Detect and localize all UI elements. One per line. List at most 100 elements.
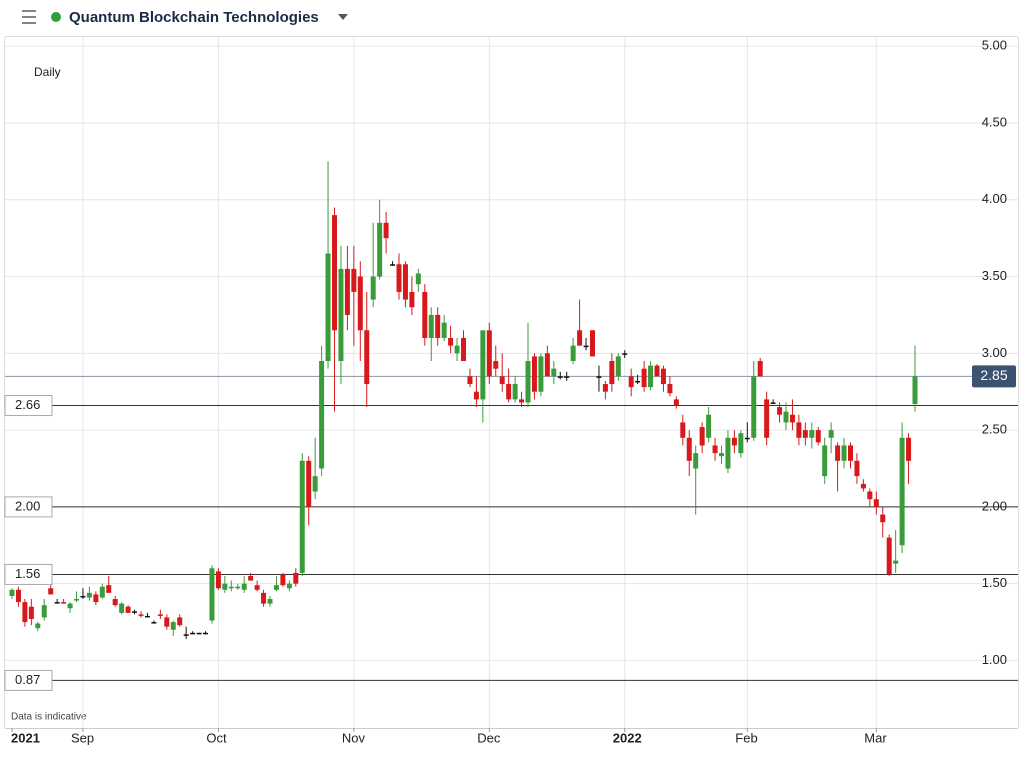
candle-body bbox=[144, 615, 150, 618]
candle-body bbox=[273, 585, 279, 590]
candle-body bbox=[9, 589, 15, 596]
level-label: 0.87 bbox=[15, 672, 40, 687]
candle-body bbox=[609, 361, 615, 385]
candles bbox=[9, 161, 918, 639]
candle-body bbox=[351, 268, 357, 292]
candle-body bbox=[867, 491, 873, 500]
candle-body bbox=[448, 337, 454, 346]
candle-body bbox=[783, 411, 789, 423]
candle-body bbox=[706, 414, 712, 438]
candle-body bbox=[41, 605, 47, 618]
candle-body bbox=[215, 571, 221, 589]
candle-body bbox=[48, 588, 54, 595]
dropdown-caret[interactable] bbox=[338, 14, 348, 20]
y-tick-label: 4.50 bbox=[982, 114, 1007, 129]
candle-body bbox=[841, 445, 847, 461]
candle-body bbox=[680, 422, 686, 438]
candle-body bbox=[157, 614, 163, 616]
candle-body bbox=[570, 345, 576, 362]
menu-icon[interactable] bbox=[22, 10, 36, 24]
candle-body bbox=[525, 361, 531, 403]
candle-body bbox=[777, 407, 783, 415]
candle-body bbox=[209, 568, 215, 621]
candle-body bbox=[74, 599, 79, 601]
last-price-box bbox=[972, 365, 1016, 388]
y-tick-label: 2.50 bbox=[982, 422, 1007, 437]
levels: 2.66 2.00 1.56 0.87 bbox=[4, 375, 1018, 691]
candle-body bbox=[660, 368, 666, 385]
candle-body bbox=[86, 592, 92, 598]
candle-body bbox=[170, 622, 176, 630]
chart-title: Quantum Blockchain Technologies bbox=[69, 9, 319, 26]
candle-body bbox=[390, 264, 396, 266]
x-tick-label: Nov bbox=[342, 730, 366, 745]
candle-body bbox=[486, 330, 492, 377]
candle-body bbox=[712, 445, 718, 454]
candle-body bbox=[822, 445, 828, 477]
y-tick-label: 2.00 bbox=[982, 498, 1007, 513]
candle-body bbox=[596, 376, 602, 378]
candle-body bbox=[286, 583, 292, 589]
x-tick-label: Sep bbox=[71, 730, 94, 745]
candle-body bbox=[731, 437, 737, 446]
y-tick-label: 5.00 bbox=[982, 38, 1007, 53]
candle-body bbox=[357, 276, 363, 331]
candle-body bbox=[802, 430, 808, 438]
candle-body bbox=[338, 268, 344, 362]
candle-body bbox=[409, 291, 415, 308]
candle-body bbox=[435, 314, 441, 338]
candle-body bbox=[493, 361, 499, 369]
candle-body bbox=[377, 222, 383, 277]
candle-body bbox=[467, 376, 473, 385]
x-tick-label: Mar bbox=[864, 730, 887, 745]
candle-body bbox=[306, 460, 312, 507]
candle-body bbox=[461, 337, 466, 362]
interval-label: Daily bbox=[34, 65, 61, 79]
candle-body bbox=[893, 560, 899, 564]
level-box bbox=[4, 496, 53, 518]
candle-body bbox=[635, 380, 641, 383]
candle-body bbox=[164, 617, 170, 627]
candle-body bbox=[402, 264, 408, 300]
candle-body bbox=[557, 376, 563, 378]
candle-body bbox=[106, 585, 112, 593]
footnote: Data is indicative bbox=[11, 712, 87, 723]
candle-body bbox=[648, 365, 654, 388]
candle-body bbox=[757, 361, 763, 377]
x-tick-label: 2022 bbox=[613, 730, 642, 745]
candle-body bbox=[228, 586, 234, 589]
candle-body bbox=[428, 314, 434, 338]
candle-body bbox=[809, 430, 815, 438]
x-tick-label: Feb bbox=[735, 730, 757, 745]
candle-body bbox=[622, 353, 628, 355]
x-tick-label: Dec bbox=[477, 730, 501, 745]
last-price-label: 2.85 bbox=[980, 367, 1007, 383]
level-box bbox=[4, 395, 53, 417]
candle-body bbox=[880, 514, 886, 523]
candle-body bbox=[835, 445, 841, 461]
x-tick-label: 2021 bbox=[11, 730, 40, 745]
candle-body bbox=[312, 476, 318, 492]
candle-body bbox=[654, 365, 660, 377]
candle-body bbox=[248, 575, 254, 581]
candle-body bbox=[344, 268, 350, 315]
candle-body bbox=[667, 384, 673, 394]
candle-body bbox=[80, 595, 86, 598]
candle-body bbox=[196, 632, 202, 635]
candle-body bbox=[190, 632, 196, 635]
candle-body bbox=[132, 611, 138, 613]
candle-body bbox=[441, 322, 447, 338]
level-label: 2.66 bbox=[15, 397, 40, 412]
candle-body bbox=[899, 437, 905, 546]
candle-body bbox=[422, 291, 428, 338]
candle-body bbox=[28, 606, 34, 619]
candle-body bbox=[203, 632, 208, 635]
candle-body bbox=[906, 437, 912, 461]
candle-body bbox=[719, 453, 724, 457]
candle-body bbox=[506, 384, 512, 400]
candle-body bbox=[280, 574, 286, 586]
candle-body bbox=[531, 356, 537, 392]
candle-body bbox=[912, 376, 918, 404]
